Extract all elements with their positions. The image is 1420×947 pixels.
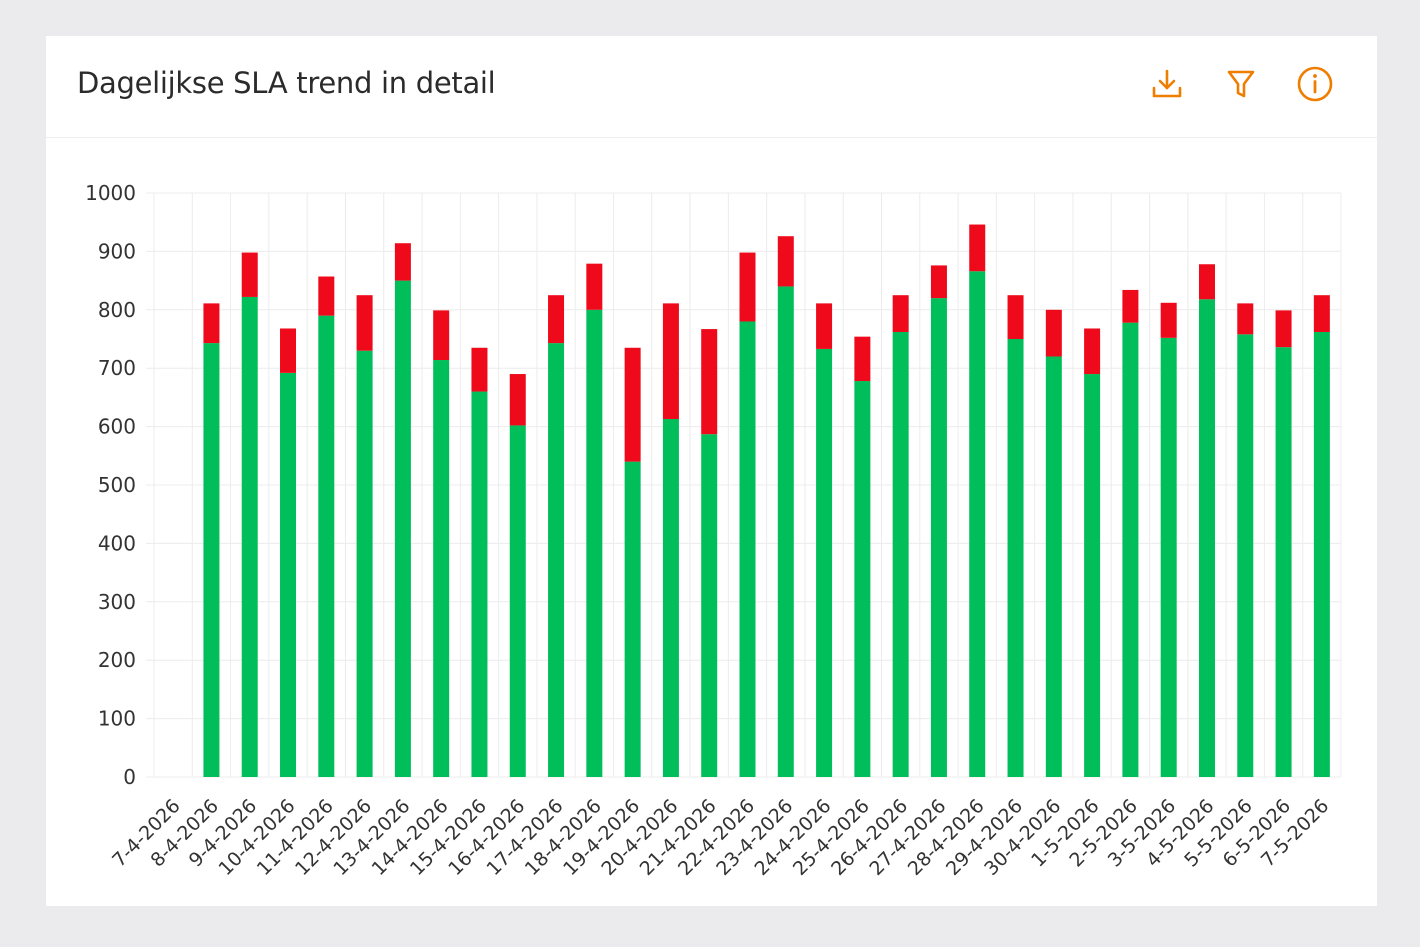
- bar-segment-met: [394, 280, 411, 777]
- bar-segment-breached: [1313, 295, 1330, 332]
- card-header: Dagelijkse SLA trend in detail: [46, 36, 1377, 138]
- y-tick-label: 300: [98, 590, 136, 614]
- bar-segment-met: [930, 298, 947, 777]
- bar-segment-breached: [1122, 289, 1139, 323]
- y-tick-label: 400: [98, 531, 136, 555]
- bar-segment-met: [586, 309, 603, 777]
- download-button[interactable]: [1145, 62, 1189, 106]
- y-tick-label: 0: [123, 765, 136, 789]
- bar-segment-met: [1237, 334, 1254, 777]
- y-tick-label: 800: [98, 298, 136, 322]
- bar-segment-met: [1160, 337, 1177, 777]
- bar-segment-met: [318, 315, 335, 777]
- bar-segment-breached: [1160, 302, 1177, 338]
- bar-segment-met: [1122, 322, 1139, 777]
- bar-segment-met: [1275, 347, 1292, 777]
- bar-segment-breached: [241, 252, 258, 297]
- bar-segment-breached: [1045, 309, 1062, 357]
- bar-segment-breached: [892, 295, 909, 332]
- y-tick-label: 500: [98, 473, 136, 497]
- bar-segment-met: [892, 331, 909, 777]
- bar-segment-breached: [930, 265, 947, 299]
- bar-segment-met: [854, 381, 871, 777]
- bar-segment-breached: [1237, 303, 1254, 335]
- bar-segment-met: [816, 348, 833, 777]
- bar-segment-met: [1045, 356, 1062, 777]
- bar-segment-met: [548, 343, 565, 777]
- bar-segment-breached: [662, 303, 679, 420]
- bar-segment-breached: [1084, 328, 1101, 375]
- bar-segment-met: [280, 372, 297, 777]
- bar-segment-breached: [548, 295, 565, 344]
- bar-segment-breached: [777, 236, 794, 287]
- y-tick-label: 600: [98, 415, 136, 439]
- filter-button[interactable]: [1219, 62, 1263, 106]
- bar-segment-met: [739, 321, 756, 777]
- bar-segment-breached: [509, 374, 526, 426]
- bar-segment-breached: [471, 347, 488, 392]
- bar-segment-met: [1084, 374, 1101, 777]
- bar-segment-met: [203, 343, 220, 777]
- bar-segment-met: [701, 434, 718, 777]
- bar-segment-breached: [318, 276, 335, 316]
- bar-segment-met: [356, 350, 373, 777]
- bar-segment-breached: [280, 328, 297, 373]
- bar-segment-breached: [203, 303, 220, 344]
- y-tick-label: 900: [98, 239, 136, 263]
- bar-segment-breached: [356, 295, 373, 351]
- bar-segment-met: [624, 461, 641, 777]
- bar-segment-met: [1313, 331, 1330, 777]
- y-tick-label: 100: [98, 707, 136, 731]
- bar-segment-met: [1198, 299, 1215, 777]
- y-tick-label: 700: [98, 356, 136, 380]
- bar-segment-breached: [816, 303, 833, 349]
- bar-segment-met: [509, 425, 526, 777]
- bar-segment-breached: [1275, 310, 1292, 348]
- bar-segment-breached: [394, 243, 411, 281]
- bar-segment-breached: [701, 329, 718, 435]
- y-tick-label: 1000: [85, 181, 136, 205]
- bar-segment-met: [662, 419, 679, 777]
- bar-segment-met: [471, 391, 488, 777]
- info-button[interactable]: [1293, 62, 1337, 106]
- info-icon: [1297, 66, 1333, 102]
- bar-segment-breached: [969, 224, 986, 272]
- download-icon: [1152, 69, 1182, 98]
- bar-segment-breached: [433, 310, 450, 361]
- bar-segment-met: [241, 296, 258, 777]
- bar-segment-met: [433, 360, 450, 777]
- bar-segment-breached: [624, 347, 641, 462]
- y-tick-label: 200: [98, 648, 136, 672]
- bar-segment-met: [969, 271, 986, 777]
- bar-segment-met: [777, 286, 794, 777]
- bar-segment-met: [1007, 339, 1024, 777]
- bar-segment-breached: [586, 263, 603, 310]
- filter-icon: [1227, 70, 1255, 98]
- bar-segment-breached: [1198, 264, 1215, 300]
- bar-segment-breached: [854, 336, 871, 382]
- bar-segment-breached: [739, 252, 756, 322]
- bar-segment-breached: [1007, 295, 1024, 339]
- chart-title: Dagelijkse SLA trend in detail: [77, 66, 496, 100]
